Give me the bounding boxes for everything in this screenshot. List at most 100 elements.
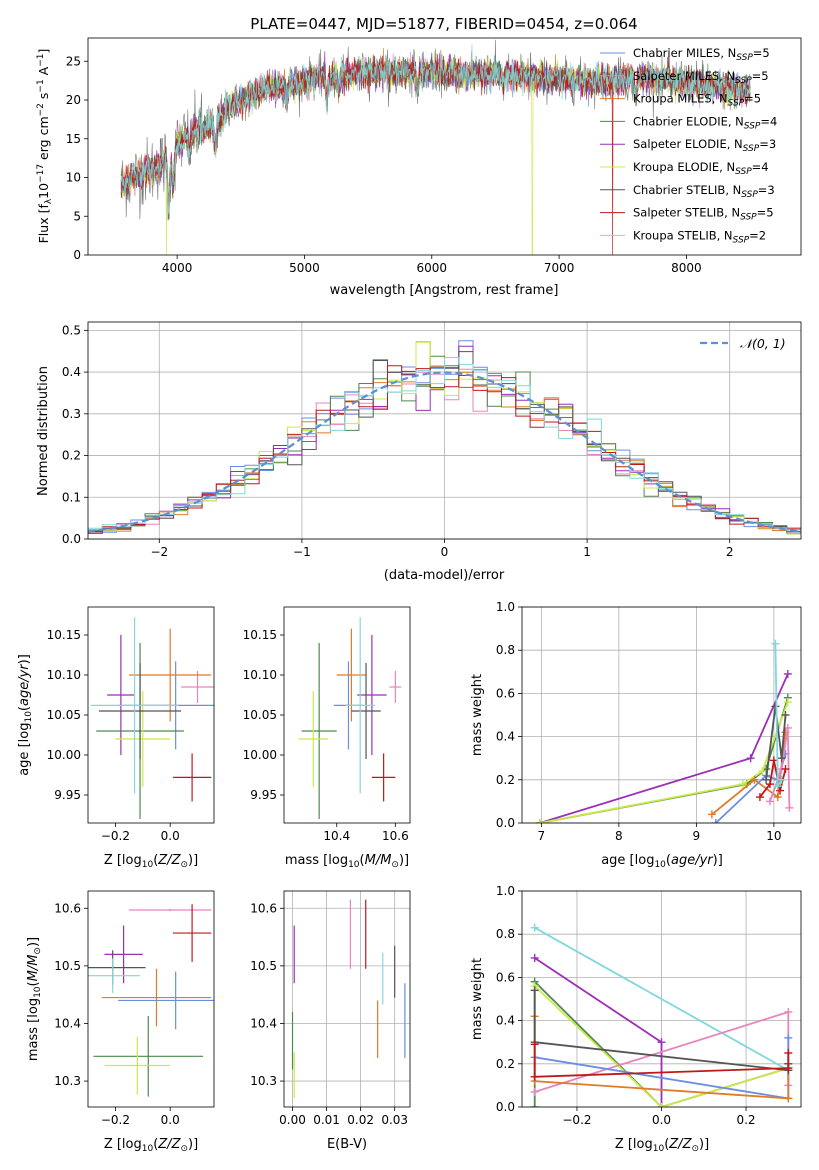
plot-area xyxy=(90,617,214,819)
y-axis-label: mass weight xyxy=(470,674,485,756)
x-tick-label: 0.0 xyxy=(652,1113,671,1127)
axes-residuals: −2 −1 0 1 2 0.0 0.1 0.2 0.3 0.4 0.5 𝒩(0, 1) (data-mo… xyxy=(36,321,802,583)
gaussian-reference-line xyxy=(88,371,801,533)
errorbar-point-chabrier-elodie xyxy=(301,643,337,819)
y-tick-label: 10.5 xyxy=(250,959,277,973)
legend-label-chabrier-stelib: Chabrier STELIB, NSSP=3 xyxy=(633,183,775,200)
y-tick-label: 20 xyxy=(66,93,81,107)
y-tick-label: 0.8 xyxy=(496,927,515,941)
errorbar-point-kroupa-miles xyxy=(101,968,212,1027)
figure-title: PLATE=0447, MJD=51877, FIBERID=0454, z=0… xyxy=(250,15,637,33)
x-tick-label: 10.4 xyxy=(323,829,350,843)
y-tick-label: 0.5 xyxy=(62,323,81,337)
y-tick-label: 10.15 xyxy=(47,628,81,642)
x-tick-label: 10 xyxy=(766,829,781,843)
y-tick-label: 10.6 xyxy=(250,901,277,915)
axes-frame xyxy=(521,606,802,824)
weight-series-kroupa-stelib xyxy=(771,639,786,791)
x-tick-label: 7 xyxy=(538,829,546,843)
histogram-kroupa-stelib xyxy=(88,357,801,533)
axes-frame xyxy=(521,890,802,1108)
axes-frame xyxy=(87,606,215,824)
x-axis-label: wavelength [Angstrom, rest frame] xyxy=(330,283,559,298)
legend-label-kroupa-elodie: Kroupa ELODIE, NSSP=4 xyxy=(633,160,769,177)
errorbar-point-salpeter-miles xyxy=(129,908,212,912)
y-tick-label: 10.05 xyxy=(47,708,81,722)
weight-series-kroupa-elodie xyxy=(535,698,792,823)
plot-area xyxy=(88,340,801,535)
y-tick-label: 10.4 xyxy=(250,1016,277,1030)
y-tick-label: 0.0 xyxy=(496,1100,515,1114)
axes-spectrum: 4000 5000 6000 7000 8000 0 5 10 15 20 25 Chabrier M… xyxy=(36,37,802,298)
legend-label-chabrier-elodie: Chabrier ELODIE, NSSP=4 xyxy=(633,114,777,131)
x-axis-label: Z [log10(Z/Z⊙)] xyxy=(615,1137,709,1154)
y-tick-label: 10.00 xyxy=(47,748,81,762)
model-spectrum-kroupa-stelib xyxy=(120,44,751,214)
plot-area xyxy=(291,899,406,1099)
x-tick-label: 0.00 xyxy=(279,1113,306,1127)
series-line xyxy=(534,926,789,1072)
x-tick-label: 8 xyxy=(615,829,623,843)
x-tick-label: 7000 xyxy=(544,261,575,275)
y-tick-label: 0.4 xyxy=(496,1014,515,1028)
x-tick-label: 5000 xyxy=(289,261,320,275)
x-tick-label: 4000 xyxy=(162,261,193,275)
series-line xyxy=(534,985,789,1107)
errorbar-point-kroupa-stelib xyxy=(90,617,179,794)
y-tick-label: 0.8 xyxy=(496,643,515,657)
y-tick-label: 0.0 xyxy=(62,532,81,546)
y-tick-label: 10.10 xyxy=(47,668,81,682)
x-axis-label: (data-model)/error xyxy=(384,568,505,583)
errorbar-point-kroupa-elodie xyxy=(298,691,328,787)
y-axis-label: age [log10(age/yr)] xyxy=(17,654,34,776)
series-line xyxy=(533,1044,790,1078)
plot-area xyxy=(120,39,751,255)
axes-weight-vs-age: 7 8 9 10 0.0 0.2 0.4 0.6 0.8 1.0 age [log10(age/yr… xyxy=(470,600,802,870)
y-axis-label: Flux [fλ10−17 erg cm−2 s−1 A−1] xyxy=(36,49,54,244)
errorbar-point-salpeter-elodie xyxy=(104,925,143,984)
histogram-salpeter-stelib xyxy=(88,365,801,533)
weight-series-salpeter-stelib xyxy=(530,1040,793,1081)
y-axis-label: mass weight xyxy=(470,958,485,1040)
axes-frame xyxy=(283,606,411,824)
y-tick-label: 0.1 xyxy=(62,490,81,504)
axes-frame xyxy=(283,890,411,1108)
y-tick-label: 9.95 xyxy=(54,788,81,802)
plot-area xyxy=(530,923,793,1107)
legend-label-kroupa-stelib: Kroupa STELIB, NSSP=2 xyxy=(633,228,766,245)
y-tick-label: 0.0 xyxy=(496,816,515,830)
x-axis-label: Z [log10(Z/Z⊙)] xyxy=(104,853,198,870)
y-tick-label: 10.15 xyxy=(243,628,277,642)
errorbar-point-kroupa-elodie xyxy=(115,691,171,787)
axes-mass-vs-z: −0.2 0.0 10.3 10.4 10.5 10.6 Z [log10(Z/Z⊙)] ma… xyxy=(26,890,215,1154)
x-axis-label: Z [log10(Z/Z⊙)] xyxy=(104,1137,198,1154)
x-axis-label: E(B-V) xyxy=(327,1137,367,1152)
x-tick-label: 0.2 xyxy=(736,1113,755,1127)
errorbar-point-chabrier-stelib xyxy=(98,663,182,759)
errorbar-point-kroupa-stelib xyxy=(88,958,141,993)
axes-age-vs-z: −0.2 0.0 9.95 10.00 10.05 10.10 10.15 Z [log10(… xyxy=(17,606,215,870)
y-tick-label: 15 xyxy=(66,132,81,146)
series-line xyxy=(769,727,791,808)
errorbar-point-salpeter-miles xyxy=(389,671,402,703)
plot-area xyxy=(298,617,402,819)
axes-age-vs-mass: 10.4 10.6 9.95 10.00 10.05 10.10 10.15 mass [lo… xyxy=(243,606,411,870)
errorbar-point-kroupa-stelib xyxy=(345,617,375,794)
series-line xyxy=(774,643,783,790)
x-tick-label: −2 xyxy=(150,545,168,559)
y-tick-label: 1.0 xyxy=(496,600,515,614)
y-tick-label: 0.4 xyxy=(62,365,81,379)
series-line xyxy=(539,673,789,823)
x-tick-label: 2 xyxy=(726,545,734,559)
y-tick-label: 10.3 xyxy=(54,1074,81,1088)
plot-area xyxy=(535,639,794,823)
errorbar-point-chabrier-elodie xyxy=(93,1015,204,1097)
y-tick-label: 0.6 xyxy=(496,686,515,700)
plot-area xyxy=(88,904,214,1097)
errorbar-point-salpeter-elodie xyxy=(357,635,387,755)
x-tick-label: −0.2 xyxy=(101,1113,130,1127)
y-tick-label: 10.3 xyxy=(250,1074,277,1088)
x-tick-label: −0.2 xyxy=(101,829,130,843)
x-tick-label: 6000 xyxy=(416,261,447,275)
